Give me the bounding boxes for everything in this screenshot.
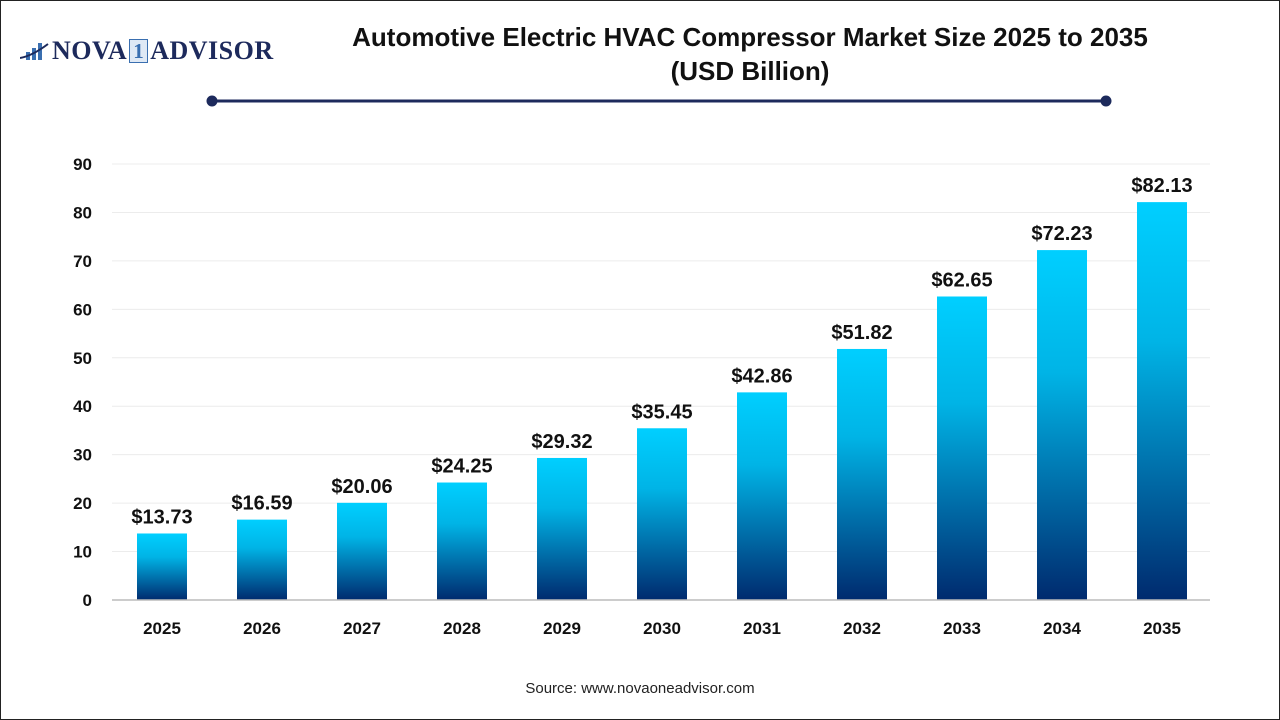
x-tick-label: 2035 xyxy=(1143,619,1181,638)
bar-2033 xyxy=(937,296,987,600)
y-tick-label: 0 xyxy=(83,591,92,610)
data-label: $20.06 xyxy=(331,476,392,498)
x-tick-label: 2028 xyxy=(443,619,481,638)
y-tick-label: 70 xyxy=(73,252,92,271)
bar-2030 xyxy=(637,428,687,600)
data-label: $29.32 xyxy=(531,431,592,453)
data-label: $35.45 xyxy=(631,401,692,423)
bar-2031 xyxy=(737,392,787,600)
y-tick-label: 40 xyxy=(73,397,92,416)
data-label: $51.82 xyxy=(831,322,892,344)
data-label: $24.25 xyxy=(431,456,492,478)
bar-2034 xyxy=(1037,250,1087,600)
y-tick-label: 90 xyxy=(73,155,92,174)
y-tick-label: 30 xyxy=(73,446,92,465)
bar-2028 xyxy=(437,482,487,600)
bar-2026 xyxy=(237,519,287,600)
x-tick-label: 2033 xyxy=(943,619,981,638)
y-tick-label: 80 xyxy=(73,203,92,222)
x-tick-label: 2032 xyxy=(843,619,881,638)
x-tick-label: 2026 xyxy=(243,619,281,638)
y-tick-label: 20 xyxy=(73,494,92,513)
source-note: Source: www.novaoneadvisor.com xyxy=(525,680,755,697)
logo-bars-icon xyxy=(20,43,49,60)
x-tick-label: 2027 xyxy=(343,619,381,638)
bar-2025 xyxy=(137,533,187,600)
bar-2032 xyxy=(837,348,887,600)
bar-2027 xyxy=(337,502,387,600)
chart-subtitle: (USD Billion) xyxy=(670,56,830,86)
x-tick-label: 2029 xyxy=(543,619,581,638)
logo-text-advisor: ADVISOR xyxy=(150,36,274,65)
data-label: $42.86 xyxy=(731,365,792,387)
data-label: $72.23 xyxy=(1031,223,1092,245)
x-tick-label: 2030 xyxy=(643,619,681,638)
data-label: $16.59 xyxy=(231,493,292,515)
x-tick-label: 2034 xyxy=(1043,619,1081,638)
y-tick-label: 60 xyxy=(73,300,92,319)
data-label: $62.65 xyxy=(931,269,992,291)
x-tick-label: 2031 xyxy=(743,619,781,638)
bar-2035 xyxy=(1137,202,1187,600)
y-tick-label: 10 xyxy=(73,543,92,562)
title-divider xyxy=(206,95,1112,107)
x-tick-label: 2025 xyxy=(143,619,181,638)
y-tick-label: 50 xyxy=(73,349,92,368)
bar-2029 xyxy=(537,457,587,600)
logo-text-nova: NOVA xyxy=(52,36,128,65)
logo-text-one: 1 xyxy=(129,39,149,63)
data-label: $13.73 xyxy=(131,506,192,528)
nova-advisor-logo: NOVA 1 ADVISOR xyxy=(20,36,274,66)
data-label: $82.13 xyxy=(1131,175,1192,197)
chart-title-main: Automotive Electric HVAC Compressor Mark… xyxy=(352,22,1148,52)
chart-title: Automotive Electric HVAC Compressor Mark… xyxy=(260,20,1240,88)
